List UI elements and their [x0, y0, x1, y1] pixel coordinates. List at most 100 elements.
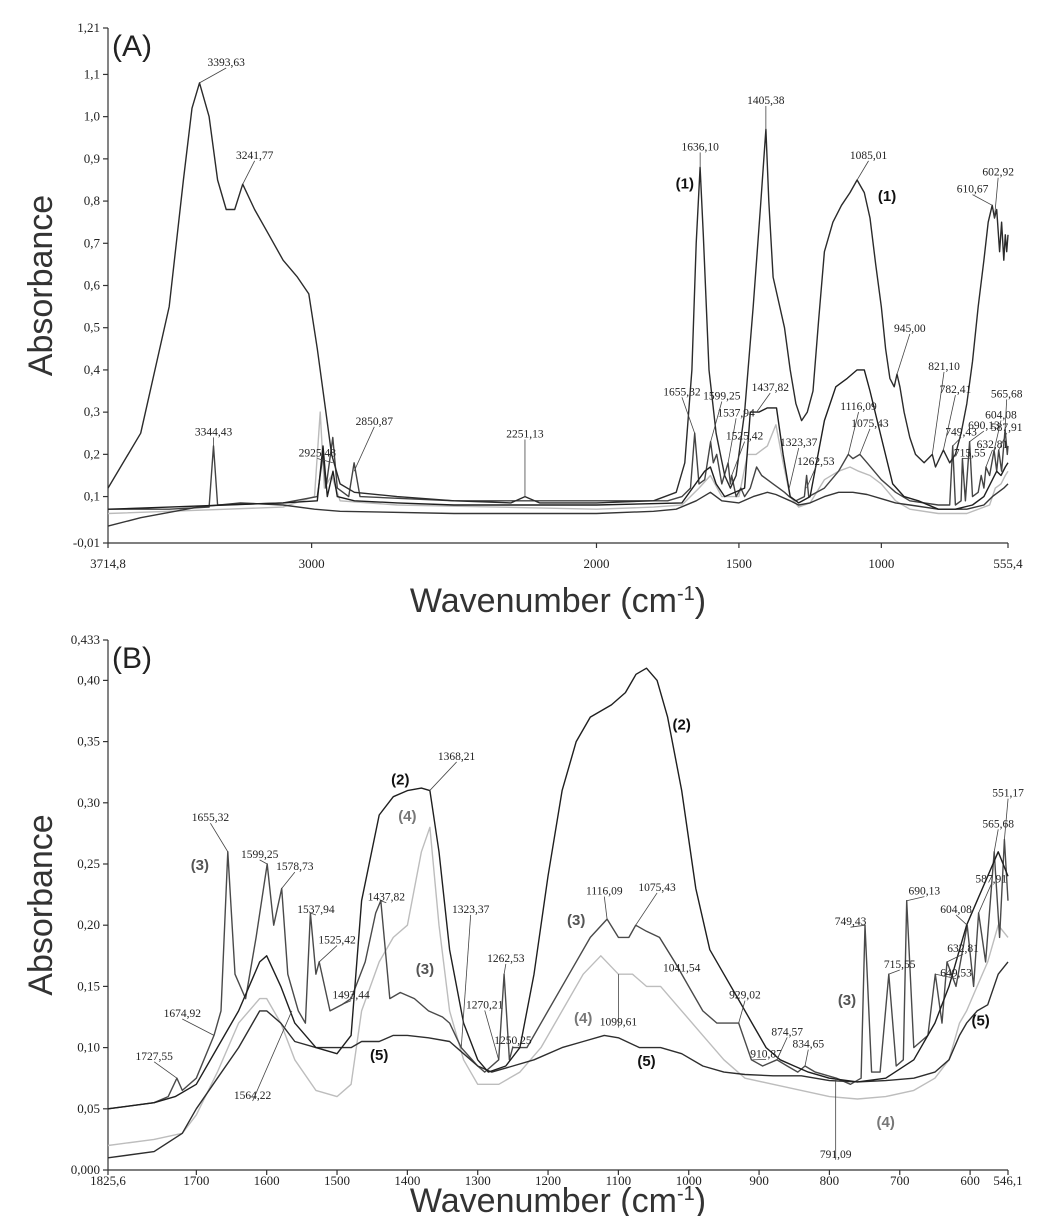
peak-label: 587,91	[975, 873, 1007, 885]
peak-label: 1075,43	[638, 882, 676, 894]
curve-label: (4)	[574, 1010, 592, 1027]
peak-leader-line	[888, 969, 900, 975]
x-tick-label: 1400	[394, 1173, 420, 1188]
peak-label: 1041,54	[663, 963, 701, 975]
peak-leader-line	[998, 432, 1008, 451]
peak-leader-line	[659, 937, 683, 974]
x-tick-label: 1300	[465, 1173, 491, 1188]
peak-label: 1564,22	[234, 1090, 272, 1102]
peak-label: 3393,63	[207, 57, 245, 69]
peak-label: 1525,42	[726, 431, 764, 443]
peak-label: 1262,53	[487, 953, 525, 965]
peak-leader-line	[199, 67, 227, 84]
y-axis-title: Absorbance	[22, 814, 60, 995]
peak-leader-line	[738, 1000, 746, 1024]
x-tick-label: 1000	[868, 556, 894, 571]
peak-label: 821,10	[928, 361, 960, 373]
peak-label: 1323,37	[780, 437, 818, 449]
spectrum-line	[108, 428, 1009, 510]
panel-letter: (B)	[112, 642, 152, 675]
x-tick-label: 1600	[254, 1173, 280, 1188]
peak-label: 690,13	[909, 886, 941, 898]
y-tick-label: 1,1	[84, 66, 100, 81]
y-tick-label: 0,25	[77, 856, 100, 871]
peak-leader-line	[1004, 399, 1008, 430]
spectrum-line	[107, 411, 1009, 515]
peak-label: 874,57	[771, 1026, 803, 1038]
peak-leader-line	[635, 892, 658, 926]
peak-label: 1727,55	[135, 1051, 173, 1063]
peak-label: 1525,42	[318, 935, 356, 947]
x-tick-label: 800	[820, 1173, 840, 1188]
x-tick-label: 1825,6	[90, 1173, 126, 1188]
x-tick-label: 546,1	[993, 1173, 1022, 1188]
peak-label: 3344,43	[195, 426, 233, 438]
x-axis-title: Wavenumber (cm-1)	[410, 582, 706, 620]
peak-label: 2850,87	[356, 416, 394, 428]
x-tick-label: 1500	[726, 556, 752, 571]
y-tick-label: 0,40	[77, 672, 100, 687]
peak-label: 929,02	[729, 990, 761, 1002]
x-tick-label: 1200	[535, 1173, 561, 1188]
peak-leader-line	[931, 371, 945, 455]
y-tick-label: 0,2	[84, 446, 100, 461]
peak-label: 1599,25	[703, 390, 741, 402]
x-axis-title-main: Wavenumber (cm	[410, 582, 677, 620]
peak-leader-line	[804, 1049, 809, 1067]
peak-label: 1405,38	[747, 95, 785, 107]
peak-leader-line	[281, 871, 296, 889]
peak-label: 632,81	[977, 439, 1009, 451]
x-tick-label: 555,4	[993, 556, 1023, 571]
peak-label: 1636,10	[681, 141, 719, 153]
spectrum-line	[107, 667, 1009, 1110]
peak-label: 565,68	[982, 818, 1014, 830]
x-tick-label: 1000	[676, 1173, 702, 1188]
peak-leader-line	[756, 392, 771, 413]
y-tick-label: 0,30	[77, 795, 100, 810]
peak-label: 610,67	[957, 184, 989, 196]
peak-leader-line	[484, 1010, 500, 1060]
y-tick-label: 0,20	[77, 917, 100, 932]
peak-label: 649,53	[940, 968, 972, 980]
y-tick-label: 0,9	[84, 151, 100, 166]
curve-label: (1)	[878, 188, 896, 205]
peak-leader-line	[681, 397, 696, 434]
peak-leader-line	[993, 829, 999, 852]
panel-a-chart: -0,01 0,1 0,2 0,3 0,4 0,5 0,6 0,7 0,8 0,9 1,0 1,1 1,…	[22, 20, 1023, 620]
peak-leader-line	[955, 914, 968, 926]
y-tick-label: 1,0	[84, 109, 100, 124]
peak-label: 945,00	[894, 323, 926, 335]
peak-label: 2251,13	[506, 428, 544, 440]
peak-leader-line	[993, 420, 1002, 451]
peak-leader-line	[859, 428, 871, 455]
x-axis-title-superscript: -1	[677, 1183, 695, 1205]
peak-label: 1655,32	[192, 812, 230, 824]
x-tick-label: 3714,8	[90, 556, 126, 571]
peak-leader-line	[259, 859, 268, 865]
peak-label: 1075,43	[851, 418, 889, 430]
peak-leader-line	[896, 333, 911, 375]
peak-label: 910,87	[750, 1048, 782, 1060]
peak-label: 3241,77	[236, 150, 274, 162]
peak-leader-line	[994, 177, 999, 218]
peak-leader-line	[380, 900, 387, 904]
peak-leader-line	[969, 430, 985, 443]
peak-leader-line	[153, 1061, 178, 1079]
curve-label: (5)	[370, 1047, 388, 1064]
peak-label: 749,43	[835, 916, 867, 928]
peak-leader-line	[318, 945, 338, 963]
peak-leader-line	[242, 160, 256, 185]
peak-leader-line	[353, 426, 375, 472]
peak-label: 1537,94	[717, 407, 755, 419]
panel-b-chart: 0,000 0,05 0,10 0,15 0,20 0,25 0,30 0,35 0,40 0,4…	[22, 632, 1024, 1216]
x-tick-label: 1500	[324, 1173, 350, 1188]
spectrum-line	[107, 826, 1009, 1147]
peak-leader-line	[731, 441, 745, 476]
peak-label: 1674,92	[164, 1008, 202, 1020]
y-tick-label: 0,3	[84, 404, 100, 419]
x-tick-label: 900	[749, 1173, 769, 1188]
curve-label: (2)	[391, 771, 409, 788]
peak-label: 1099,61	[600, 1017, 638, 1029]
y-tick-label: 0,433	[71, 632, 100, 647]
